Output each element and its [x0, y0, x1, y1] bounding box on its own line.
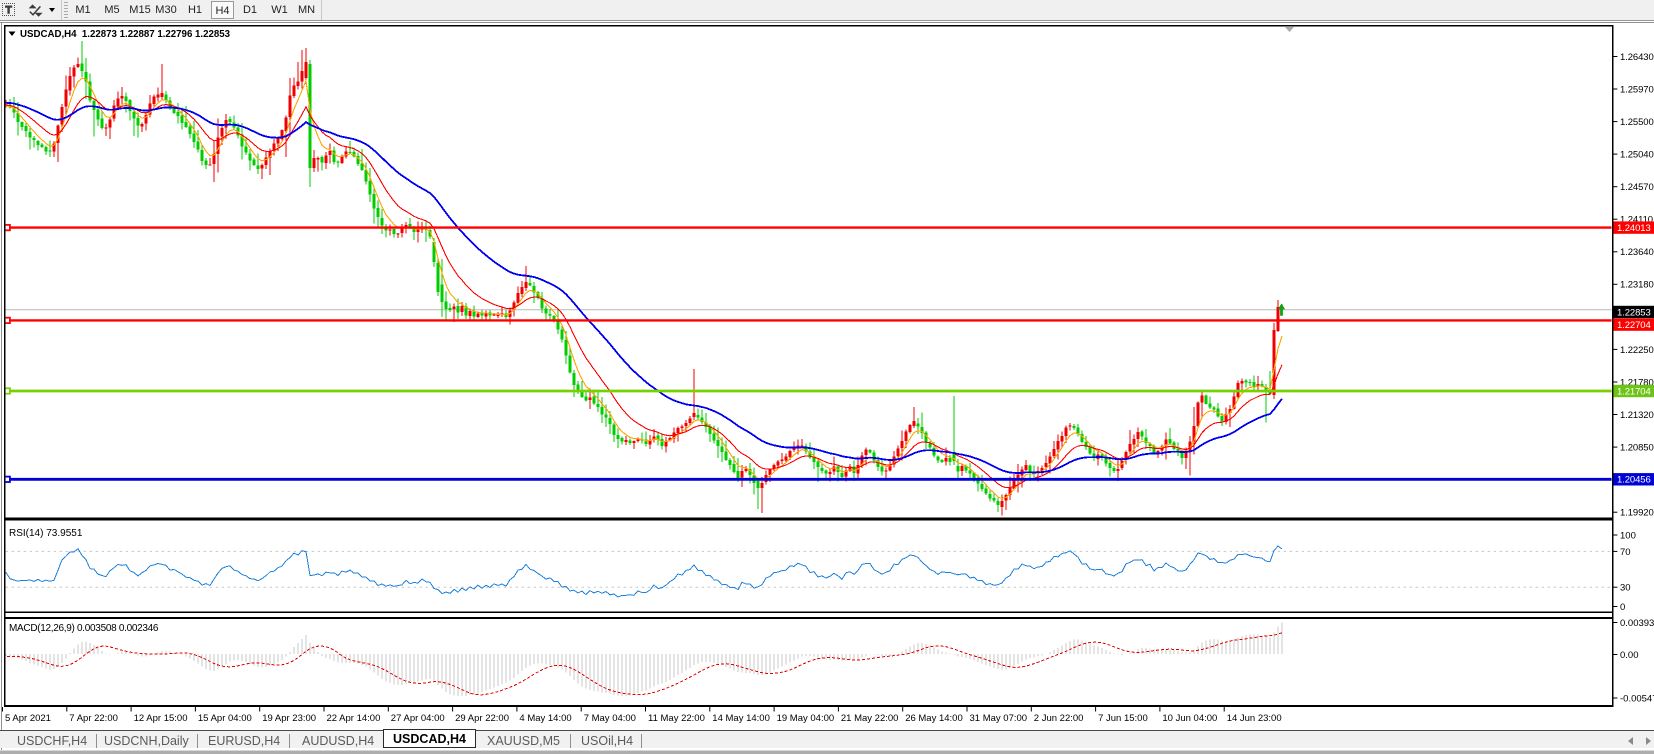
svg-text:1.22853: 1.22853 [1617, 307, 1651, 318]
svg-text:22 Apr 14:00: 22 Apr 14:00 [327, 713, 381, 724]
svg-text:1.21320: 1.21320 [1620, 410, 1654, 421]
svg-text:2 Jun 22:00: 2 Jun 22:00 [1034, 713, 1084, 724]
svg-text:-0.005472: -0.005472 [1620, 693, 1654, 704]
svg-text:1.25500: 1.25500 [1620, 117, 1654, 128]
svg-text:7 Apr 22:00: 7 Apr 22:00 [69, 713, 118, 724]
svg-text:1.26430: 1.26430 [1620, 52, 1654, 63]
svg-text:1.23180: 1.23180 [1620, 280, 1654, 291]
svg-text:0.003936: 0.003936 [1620, 618, 1654, 629]
svg-text:11 May 22:00: 11 May 22:00 [648, 713, 705, 724]
svg-text:19 Apr 23:00: 19 Apr 23:00 [262, 713, 316, 724]
svg-text:7 Jun 15:00: 7 Jun 15:00 [1098, 713, 1148, 724]
svg-text:21 May 22:00: 21 May 22:00 [841, 713, 899, 724]
svg-text:0.00: 0.00 [1620, 650, 1639, 661]
svg-text:1.23640: 1.23640 [1620, 247, 1654, 258]
svg-text:1.21704: 1.21704 [1617, 386, 1651, 397]
svg-text:1.22704: 1.22704 [1617, 320, 1651, 331]
svg-text:1.21780: 1.21780 [1620, 377, 1654, 388]
svg-text:70: 70 [1620, 547, 1631, 558]
svg-text:27 Apr 04:00: 27 Apr 04:00 [391, 713, 445, 724]
svg-text:USDCAD,H4 1.22873 1.22887 1.2: USDCAD,H4 1.22873 1.22887 1.22796 1.2285… [20, 29, 231, 40]
svg-text:10 Jun 04:00: 10 Jun 04:00 [1162, 713, 1217, 724]
svg-text:19 May 04:00: 19 May 04:00 [777, 713, 835, 724]
svg-text:30: 30 [1620, 583, 1631, 594]
svg-text:7 May 04:00: 7 May 04:00 [584, 713, 636, 724]
svg-text:1.20850: 1.20850 [1620, 443, 1654, 454]
svg-text:1.24110: 1.24110 [1620, 215, 1653, 226]
svg-text:0: 0 [1620, 602, 1625, 613]
svg-text:29 Apr 22:00: 29 Apr 22:00 [455, 713, 509, 724]
svg-text:1.25970: 1.25970 [1620, 85, 1654, 96]
svg-text:1.19920: 1.19920 [1620, 508, 1654, 519]
svg-text:1.24013: 1.24013 [1617, 223, 1651, 234]
svg-text:15 Apr 04:00: 15 Apr 04:00 [198, 713, 252, 724]
svg-text:31 May 07:00: 31 May 07:00 [970, 713, 1028, 724]
svg-text:1.22250: 1.22250 [1620, 345, 1654, 356]
svg-text:4 May 14:00: 4 May 14:00 [519, 713, 571, 724]
svg-text:5 Apr 2021: 5 Apr 2021 [5, 713, 51, 724]
svg-text:100: 100 [1620, 530, 1636, 541]
svg-text:12 Apr 15:00: 12 Apr 15:00 [134, 713, 188, 724]
svg-text:1.25040: 1.25040 [1620, 150, 1654, 161]
svg-text:RSI(14) 73.9551: RSI(14) 73.9551 [9, 528, 83, 539]
svg-text:1.24570: 1.24570 [1620, 182, 1654, 193]
svg-text:26 May 14:00: 26 May 14:00 [905, 713, 963, 724]
svg-text:14 Jun 23:00: 14 Jun 23:00 [1227, 713, 1282, 724]
svg-text:1.20456: 1.20456 [1617, 475, 1651, 486]
svg-text:14 May 14:00: 14 May 14:00 [712, 713, 770, 724]
svg-text:MACD(12,26,9) 0.003508 0.00234: MACD(12,26,9) 0.003508 0.002346 [9, 623, 159, 634]
